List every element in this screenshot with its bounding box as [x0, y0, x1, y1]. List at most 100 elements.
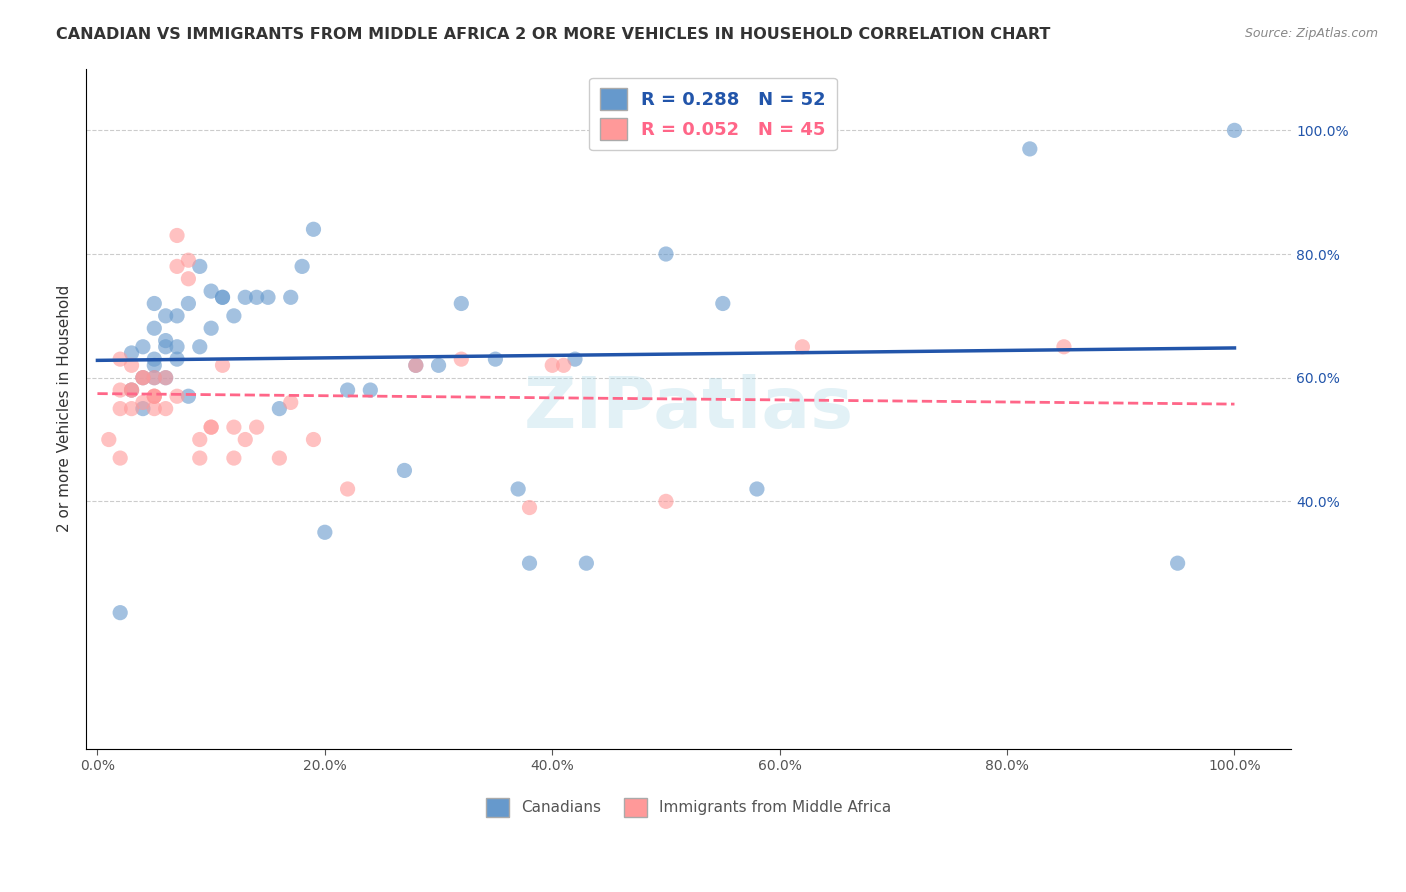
Point — [121, 359, 143, 373]
Point — [121, 383, 143, 397]
Point — [269, 451, 291, 466]
Point — [792, 340, 814, 354]
Point — [291, 260, 314, 274]
Point — [314, 525, 336, 540]
Point — [233, 433, 256, 447]
Point — [108, 606, 131, 620]
Point — [143, 370, 166, 384]
Point — [143, 352, 166, 367]
Point — [188, 433, 211, 447]
Point — [655, 247, 678, 261]
Point — [166, 309, 188, 323]
Point — [155, 370, 177, 384]
Point — [200, 321, 222, 335]
Point — [200, 420, 222, 434]
Point — [108, 352, 131, 367]
Point — [108, 401, 131, 416]
Point — [121, 401, 143, 416]
Point — [394, 463, 416, 477]
Point — [257, 290, 280, 304]
Point — [166, 352, 188, 367]
Point — [302, 433, 325, 447]
Point — [188, 451, 211, 466]
Point — [200, 420, 222, 434]
Point — [97, 433, 120, 447]
Text: CANADIAN VS IMMIGRANTS FROM MIDDLE AFRICA 2 OR MORE VEHICLES IN HOUSEHOLD CORREL: CANADIAN VS IMMIGRANTS FROM MIDDLE AFRIC… — [56, 27, 1050, 42]
Point — [519, 500, 541, 515]
Point — [177, 272, 200, 286]
Point — [222, 451, 245, 466]
Point — [143, 296, 166, 310]
Point — [166, 389, 188, 403]
Point — [155, 401, 177, 416]
Point — [177, 389, 200, 403]
Point — [553, 359, 575, 373]
Point — [211, 290, 233, 304]
Point — [132, 370, 155, 384]
Point — [143, 389, 166, 403]
Point — [564, 352, 586, 367]
Point — [132, 340, 155, 354]
Point — [405, 359, 427, 373]
Point — [132, 370, 155, 384]
Point — [1053, 340, 1076, 354]
Text: Source: ZipAtlas.com: Source: ZipAtlas.com — [1244, 27, 1378, 40]
Point — [155, 370, 177, 384]
Point — [246, 420, 269, 434]
Point — [143, 401, 166, 416]
Point — [200, 284, 222, 298]
Point — [336, 482, 359, 496]
Point — [155, 309, 177, 323]
Point — [155, 340, 177, 354]
Point — [143, 359, 166, 373]
Point — [121, 383, 143, 397]
Point — [541, 359, 564, 373]
Point — [188, 340, 211, 354]
Point — [177, 296, 200, 310]
Point — [655, 494, 678, 508]
Point — [269, 401, 291, 416]
Point — [280, 290, 302, 304]
Point — [336, 383, 359, 397]
Point — [143, 321, 166, 335]
Point — [1167, 556, 1189, 570]
Point — [484, 352, 506, 367]
Point — [246, 290, 269, 304]
Point — [450, 296, 472, 310]
Point — [108, 451, 131, 466]
Point — [211, 359, 233, 373]
Point — [143, 389, 166, 403]
Point — [222, 420, 245, 434]
Y-axis label: 2 or more Vehicles in Household: 2 or more Vehicles in Household — [58, 285, 72, 533]
Point — [222, 309, 245, 323]
Point — [1018, 142, 1040, 156]
Point — [177, 253, 200, 268]
Point — [143, 389, 166, 403]
Text: ZIPatlas: ZIPatlas — [523, 374, 853, 443]
Point — [519, 556, 541, 570]
Point — [132, 395, 155, 409]
Point — [132, 401, 155, 416]
Legend: Canadians, Immigrants from Middle Africa: Canadians, Immigrants from Middle Africa — [479, 792, 897, 822]
Point — [121, 346, 143, 360]
Point — [166, 340, 188, 354]
Point — [359, 383, 381, 397]
Point — [745, 482, 768, 496]
Point — [143, 370, 166, 384]
Point — [121, 383, 143, 397]
Point — [166, 228, 188, 243]
Point — [1223, 123, 1246, 137]
Point — [166, 260, 188, 274]
Point — [233, 290, 256, 304]
Point — [188, 260, 211, 274]
Point — [108, 383, 131, 397]
Point — [450, 352, 472, 367]
Point — [508, 482, 530, 496]
Point — [280, 395, 302, 409]
Point — [302, 222, 325, 236]
Point — [132, 370, 155, 384]
Point — [155, 334, 177, 348]
Point — [427, 359, 450, 373]
Point — [575, 556, 598, 570]
Point — [405, 359, 427, 373]
